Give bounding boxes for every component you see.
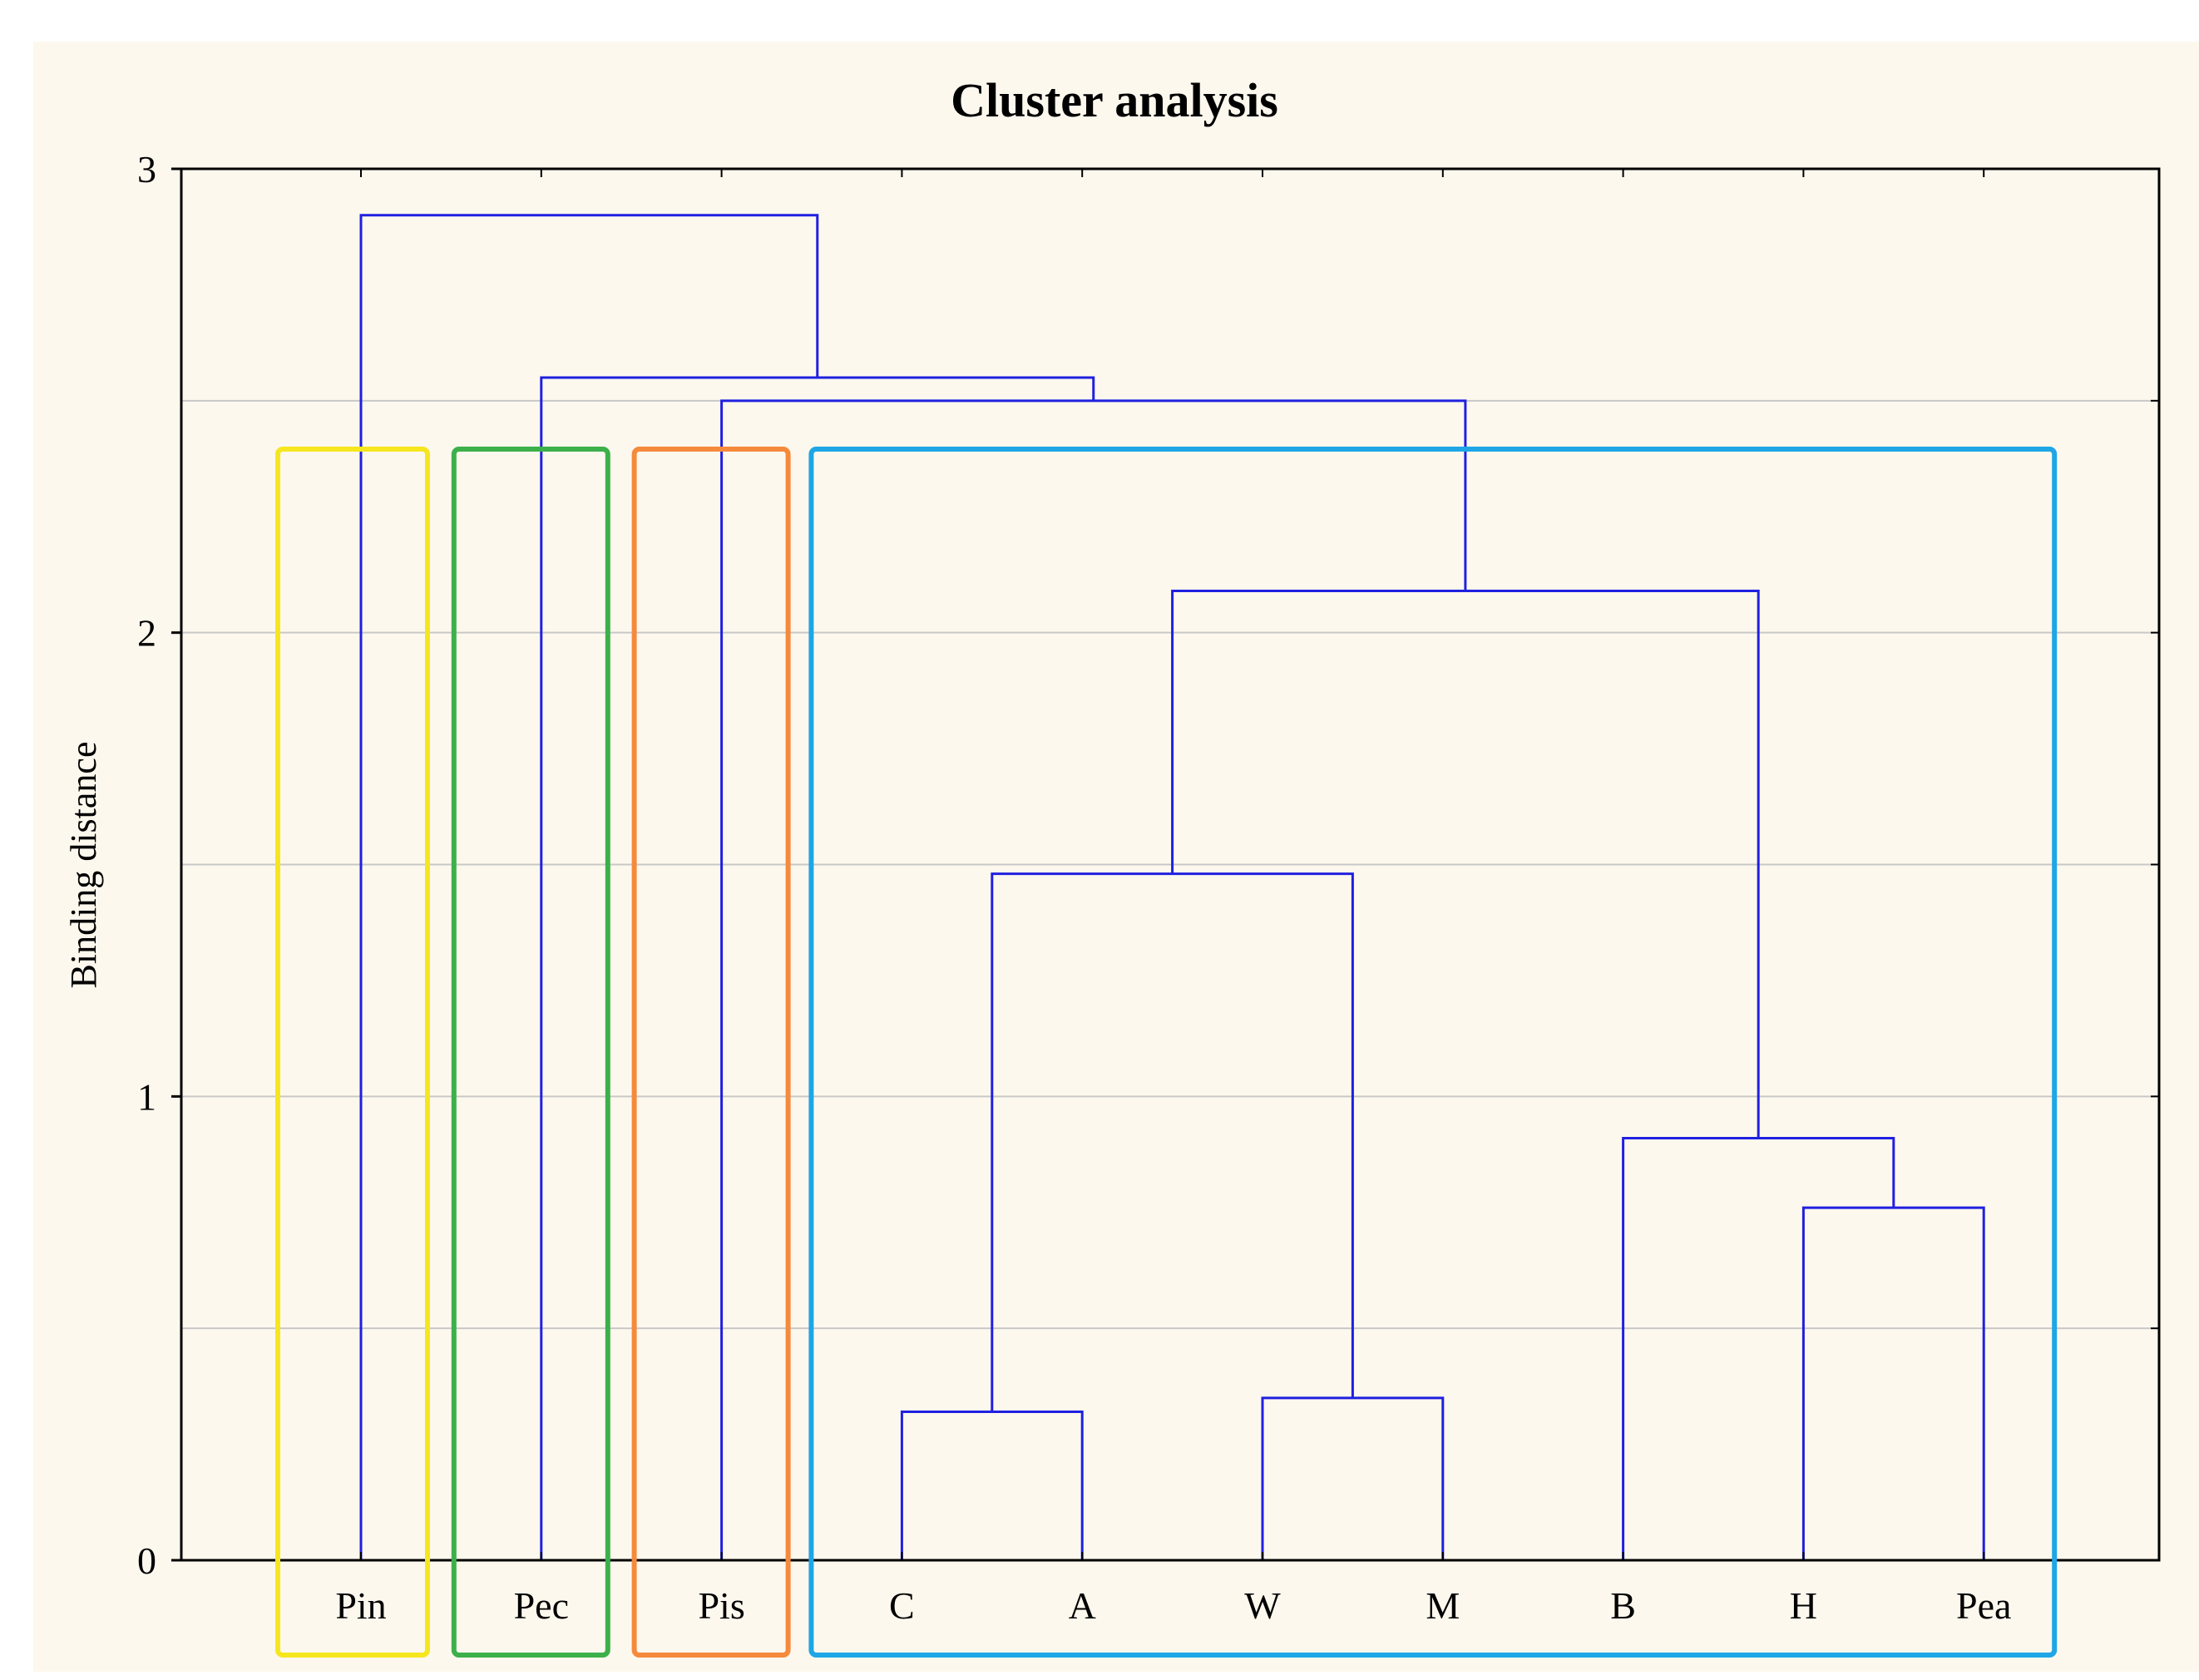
leaf-label: A bbox=[1069, 1584, 1096, 1627]
leaf-label: Pis bbox=[698, 1584, 744, 1627]
leaf-label: H bbox=[1790, 1584, 1817, 1627]
y-tick-label: 0 bbox=[137, 1539, 156, 1582]
leaf-label: B bbox=[1610, 1584, 1636, 1627]
dendrogram-link bbox=[1801, 1206, 1985, 1560]
y-tick-label: 2 bbox=[137, 612, 156, 655]
dendrogram-link bbox=[1261, 1396, 1445, 1560]
y-tick-label: 3 bbox=[137, 148, 156, 190]
leaf-label: Pin bbox=[335, 1584, 386, 1627]
axis-ticks: 0 1 2 3 Pin Pec Pis C A W M B H Pea bbox=[137, 148, 2159, 1627]
grid-lines bbox=[181, 399, 2159, 1330]
cluster-group-boxes bbox=[275, 447, 2058, 1658]
leaf-label: M bbox=[1426, 1584, 1460, 1627]
cluster-group-box bbox=[808, 447, 2058, 1658]
chart-title: Cluster analysis bbox=[951, 73, 1278, 127]
dendrogram-link bbox=[1171, 589, 1760, 1139]
dendrogram-link bbox=[1622, 1137, 1895, 1560]
dendrogram-link bbox=[900, 1411, 1084, 1560]
chart-background bbox=[33, 42, 2199, 1672]
dendrogram-links bbox=[359, 214, 1985, 1560]
leaf-label: Pea bbox=[1956, 1584, 2011, 1627]
leaf-label: C bbox=[889, 1584, 915, 1627]
y-axis-label: Binding distance bbox=[63, 742, 104, 989]
dendrogram-link bbox=[359, 214, 819, 1560]
cluster-group-box bbox=[275, 447, 430, 1658]
cluster-group-box bbox=[631, 447, 791, 1658]
leaf-label: Pec bbox=[514, 1584, 569, 1627]
dendrogram-link bbox=[540, 376, 1095, 1560]
leaf-label: W bbox=[1244, 1584, 1281, 1627]
dendrogram-link bbox=[991, 872, 1354, 1412]
y-tick-label: 1 bbox=[137, 1075, 156, 1118]
cluster-group-box bbox=[451, 447, 610, 1658]
